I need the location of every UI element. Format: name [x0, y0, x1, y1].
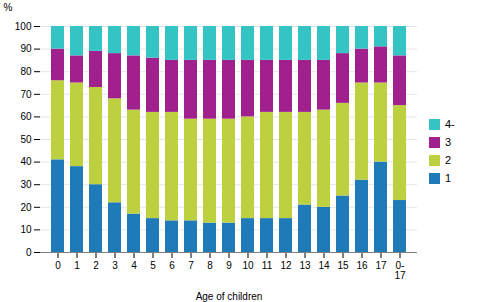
svg-text:9: 9 [226, 260, 232, 271]
svg-text:3: 3 [112, 260, 118, 271]
svg-text:16: 16 [356, 260, 368, 271]
svg-text:90: 90 [20, 43, 32, 54]
svg-text:60: 60 [20, 111, 32, 122]
svg-text:10: 10 [242, 260, 254, 271]
svg-text:4: 4 [131, 260, 137, 271]
svg-text:1: 1 [74, 260, 80, 271]
svg-text:10: 10 [20, 224, 32, 235]
svg-text:50: 50 [20, 134, 32, 145]
svg-text:0: 0 [26, 247, 32, 258]
html-text:2: 2 [445, 154, 452, 166]
svg-text:11: 11 [262, 260, 273, 271]
svg-text:5: 5 [150, 260, 156, 271]
svg-text:%: % [4, 2, 13, 13]
html-text:1: 1 [445, 172, 452, 184]
svg-text:17: 17 [375, 260, 387, 271]
svg-text:30: 30 [20, 179, 32, 190]
svg-text:7: 7 [188, 260, 194, 271]
svg-text:15: 15 [337, 260, 349, 271]
svg-text:6: 6 [169, 260, 175, 271]
svg-text:2: 2 [93, 260, 99, 271]
svg-text:8: 8 [207, 260, 213, 271]
html-text:3: 3 [445, 136, 452, 148]
svg-text:12: 12 [280, 260, 292, 271]
svg-text:0-17: 0-17 [394, 260, 406, 281]
svg-text:70: 70 [20, 89, 32, 100]
svg-text:Age of children: Age of children [196, 291, 263, 302]
svg-text:13: 13 [299, 260, 311, 271]
svg-text:0: 0 [55, 260, 61, 271]
svg-text:14: 14 [318, 260, 330, 271]
svg-text:40: 40 [20, 156, 32, 167]
svg-text:20: 20 [20, 202, 32, 213]
svg-text:80: 80 [20, 66, 32, 77]
svg-text:100: 100 [15, 21, 32, 32]
html-text:4-: 4- [445, 118, 455, 130]
